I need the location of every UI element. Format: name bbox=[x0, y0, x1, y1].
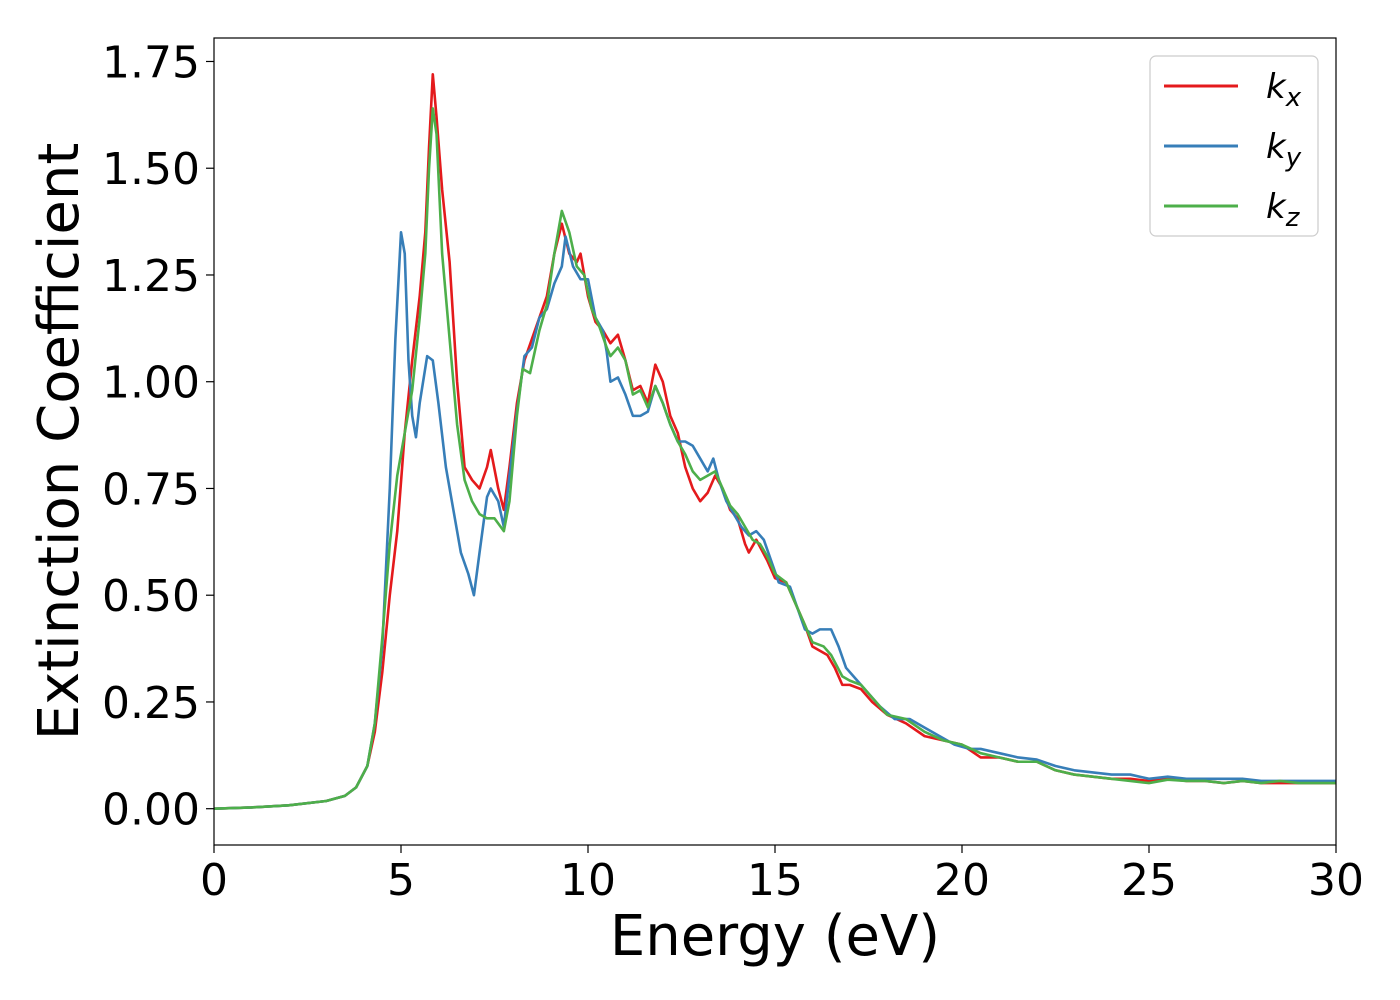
x-tick-label: 30 bbox=[1308, 855, 1364, 906]
x-axis-label: Energy (eV) bbox=[610, 904, 940, 969]
legend-label-x: kx bbox=[1266, 67, 1302, 113]
x-tick-label: 15 bbox=[747, 855, 803, 906]
y-axis-ticks: 0.00 0.25 0.50 0.75 1.00 1.25 1.50 1.75 bbox=[102, 37, 214, 836]
legend-label-z: kz bbox=[1266, 187, 1301, 233]
y-tick-label: 1.25 bbox=[102, 251, 200, 302]
legend: kx ky kz bbox=[1149, 55, 1319, 237]
y-tick-label: 0.75 bbox=[102, 464, 200, 515]
y-tick-label: 1.00 bbox=[102, 358, 200, 409]
x-tick-label: 0 bbox=[200, 855, 228, 906]
y-axis-label: Extinction Coefficient bbox=[27, 143, 92, 741]
x-tick-label: 10 bbox=[560, 855, 616, 906]
y-tick-label: 1.75 bbox=[102, 37, 200, 88]
x-axis-ticks: 0 5 10 15 20 25 30 bbox=[200, 845, 1364, 906]
y-tick-label: 0.00 bbox=[102, 785, 200, 836]
x-tick-label: 5 bbox=[387, 855, 415, 906]
y-tick-label: 1.50 bbox=[102, 144, 200, 195]
series-layer bbox=[214, 72, 1336, 811]
x-tick-label: 20 bbox=[934, 855, 990, 906]
x-tick-label: 25 bbox=[1121, 855, 1177, 906]
legend-label-y: ky bbox=[1266, 127, 1302, 173]
series-line-z bbox=[214, 107, 1336, 811]
y-tick-label: 0.50 bbox=[102, 571, 200, 622]
y-tick-label: 0.25 bbox=[102, 678, 200, 729]
